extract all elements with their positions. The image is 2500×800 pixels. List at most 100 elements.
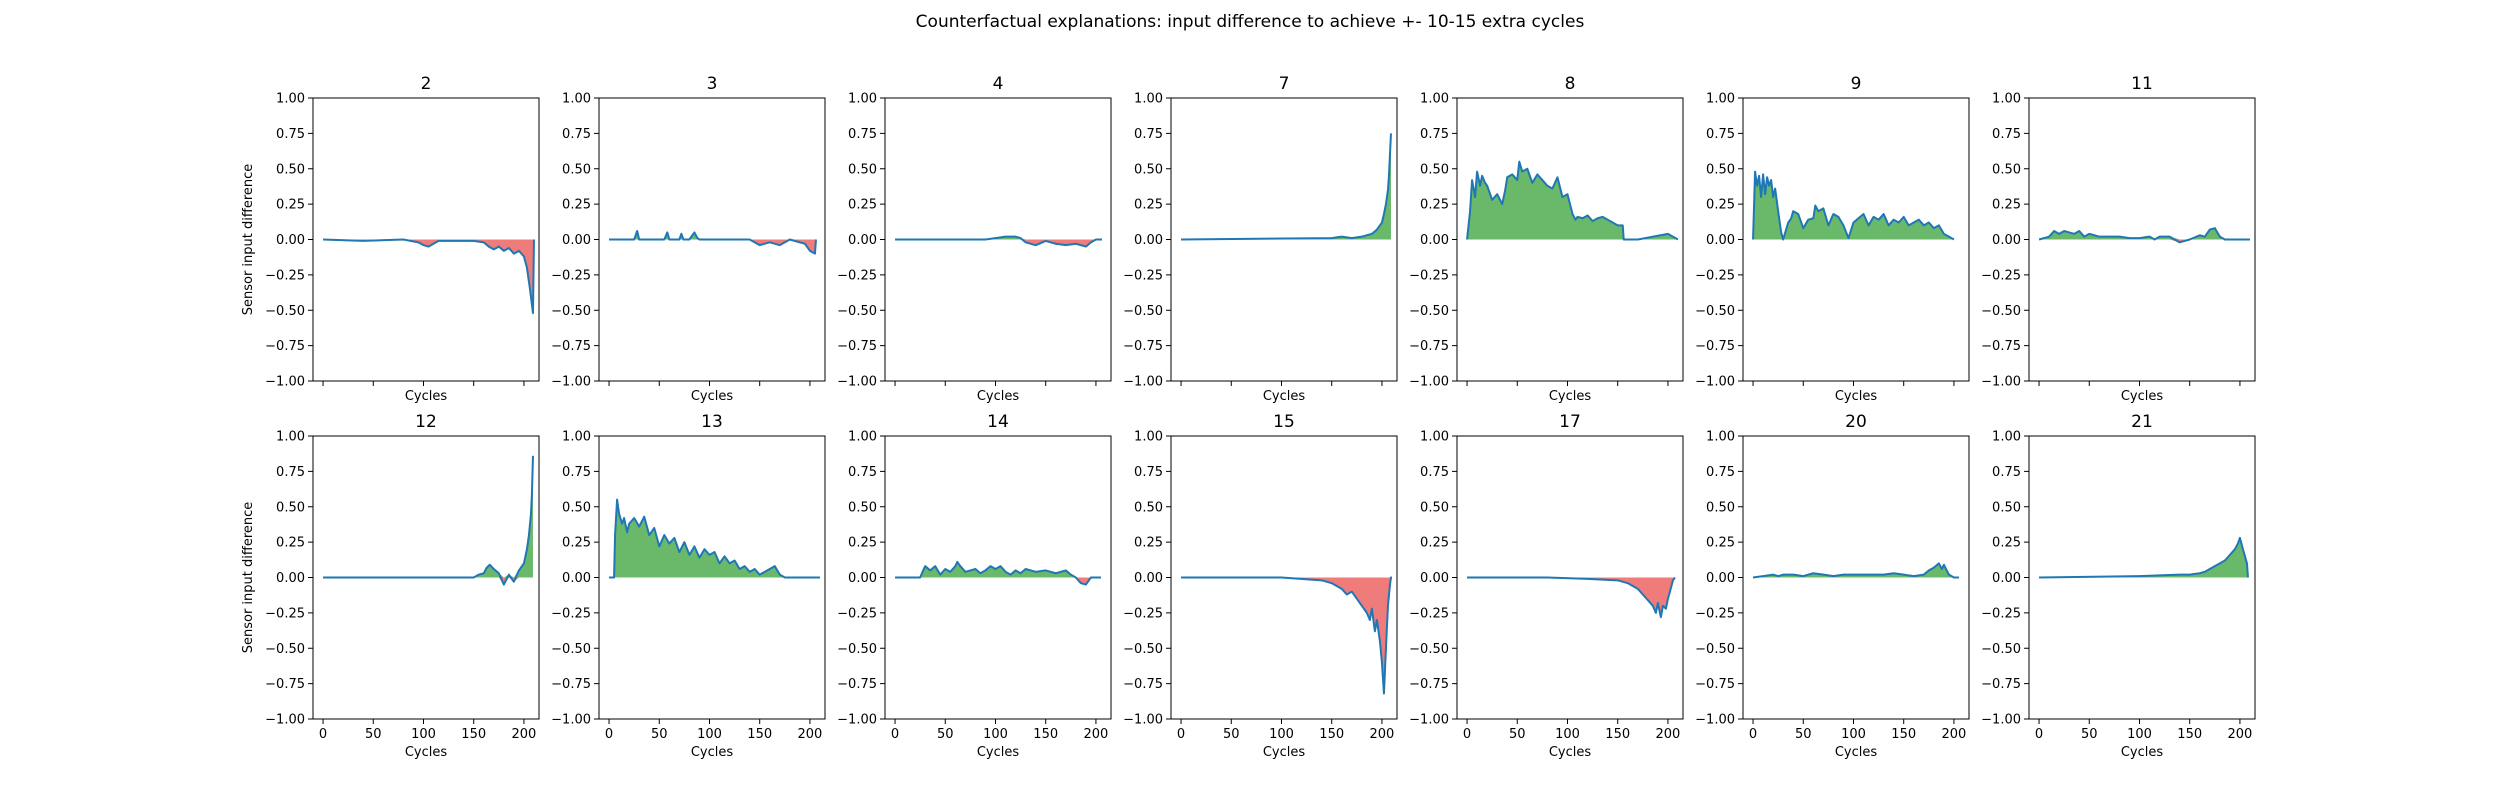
x-axis-label: Cycles [977, 745, 1020, 760]
x-tick-label: 150 [1605, 727, 1630, 742]
x-tick-label: 200 [1370, 727, 1395, 742]
y-tick-label: 0.50 [1706, 500, 1735, 515]
panel-title: 17 [1559, 412, 1581, 432]
y-tick-label: 0.75 [1420, 127, 1449, 142]
y-tick-label: −0.50 [1409, 304, 1449, 319]
x-tick-label: 0 [319, 727, 327, 742]
y-tick-label: −0.75 [837, 339, 877, 354]
y-tick-label: 0.75 [848, 127, 877, 142]
y-tick-label: −1.00 [265, 375, 305, 390]
y-tick-label: 0.25 [1134, 198, 1163, 213]
y-tick-label: 1.00 [1706, 430, 1735, 445]
y-tick-label: −0.25 [1409, 606, 1449, 621]
x-tick-label: 200 [1656, 727, 1681, 742]
y-tick-label: 0.00 [1420, 233, 1449, 248]
y-tick-label: 0.00 [1992, 233, 2021, 248]
x-tick-label: 0 [1749, 727, 1757, 742]
panel-title: 7 [1279, 74, 1290, 94]
x-tick-label: 100 [411, 727, 436, 742]
panel-title: 14 [987, 412, 1009, 432]
y-tick-label: 0.00 [848, 571, 877, 586]
y-tick-label: 0.25 [848, 198, 877, 213]
panel-21: 21 −1.00 −0.75 −0.50 −0.25 0.00 0.25 0.50 0.75 1.… [1981, 412, 2256, 760]
y-tick-label: 0.25 [1706, 198, 1735, 213]
x-axis-label: Cycles [405, 389, 448, 404]
y-tick-label: −0.75 [551, 339, 591, 354]
y-tick-label: 1.00 [276, 430, 305, 445]
negative-area [323, 239, 534, 314]
x-axis-label: Cycles [691, 745, 734, 760]
panel-9: 9 −1.00 −0.75 −0.50 −0.25 0.00 0.25 0.50 0.75 1.0… [1695, 74, 1970, 404]
y-tick-label: 0.50 [848, 500, 877, 515]
y-tick-label: −1.00 [551, 713, 591, 728]
y-tick-label: 0.25 [562, 198, 591, 213]
y-tick-label: −0.75 [1409, 677, 1449, 692]
y-tick-label: 0.50 [1420, 162, 1449, 177]
y-tick-label: 0.50 [276, 162, 305, 177]
panel-7: 7 −1.00 −0.75 −0.50 −0.25 0.00 0.25 0.50 0.75 1.0… [1123, 74, 1398, 404]
x-tick-label: 100 [983, 727, 1008, 742]
y-tick-label: 1.00 [1420, 92, 1449, 107]
panel-4: 4 −1.00 −0.75 −0.50 −0.25 0.00 0.25 0.50 0.75 1.0… [837, 74, 1112, 404]
y-tick-label: −0.25 [837, 268, 877, 283]
x-axis-label: Cycles [977, 389, 1020, 404]
panel-15: 15 −1.00 −0.75 −0.50 −0.25 0.00 0.25 0.50 0.75 1.… [1123, 412, 1398, 760]
y-tick-label: 0.25 [848, 536, 877, 551]
x-axis-label: Cycles [2121, 745, 2164, 760]
series-line [609, 230, 817, 255]
series-line [1752, 170, 1955, 241]
x-tick-label: 100 [1269, 727, 1294, 742]
y-tick-label: −1.00 [1695, 713, 1735, 728]
negative-area [1181, 577, 1392, 694]
y-tick-label: 0.00 [276, 571, 305, 586]
x-tick-label: 50 [2081, 727, 2098, 742]
y-tick-label: 0.75 [1706, 465, 1735, 480]
x-tick-label: 50 [651, 727, 668, 742]
y-tick-label: −0.75 [1409, 339, 1449, 354]
series-line [1467, 576, 1676, 619]
y-tick-label: 0.75 [1134, 465, 1163, 480]
x-tick-label: 150 [747, 727, 772, 742]
y-tick-label: 0.50 [276, 500, 305, 515]
x-tick-label: 150 [1891, 727, 1916, 742]
panel-title: 4 [993, 74, 1004, 94]
y-tick-label: −0.25 [837, 606, 877, 621]
x-tick-label: 200 [798, 727, 823, 742]
y-tick-label: 1.00 [1134, 430, 1163, 445]
y-tick-label: −0.75 [1123, 339, 1163, 354]
x-axis-label: Cycles [691, 389, 734, 404]
y-tick-label: 0.75 [1992, 127, 2021, 142]
y-tick-label: 0.00 [1992, 571, 2021, 586]
x-axis-label: Cycles [1549, 389, 1592, 404]
y-tick-label: −1.00 [1123, 375, 1163, 390]
x-tick-label: 100 [1841, 727, 1866, 742]
y-tick-label: 0.00 [1134, 571, 1163, 586]
y-tick-label: −0.50 [1695, 304, 1735, 319]
x-tick-label: 0 [1463, 727, 1471, 742]
y-tick-label: −1.00 [837, 713, 877, 728]
series-line [323, 455, 534, 586]
y-tick-label: −0.25 [1695, 268, 1735, 283]
x-axis-label: Cycles [1835, 389, 1878, 404]
y-tick-label: 0.75 [1992, 465, 2021, 480]
x-tick-label: 0 [891, 727, 899, 742]
x-tick-label: 150 [1033, 727, 1058, 742]
x-axis-label: Cycles [2121, 389, 2164, 404]
y-tick-label: 0.50 [1706, 162, 1735, 177]
x-tick-label: 150 [1319, 727, 1344, 742]
y-tick-label: 1.00 [1420, 430, 1449, 445]
y-tick-label: 0.25 [562, 536, 591, 551]
y-tick-label: −0.25 [1981, 268, 2021, 283]
x-tick-label: 150 [461, 727, 486, 742]
y-tick-label: 0.75 [1706, 127, 1735, 142]
y-tick-label: −0.25 [551, 268, 591, 283]
series-line [895, 235, 1102, 248]
y-tick-label: 0.50 [1992, 162, 2021, 177]
positive-area [609, 499, 820, 578]
x-tick-label: 50 [937, 727, 954, 742]
panel-title: 13 [701, 412, 723, 432]
x-tick-label: 50 [1223, 727, 1240, 742]
y-tick-label: 0.25 [276, 536, 305, 551]
series-line [2038, 227, 2250, 244]
panel-title: 3 [707, 74, 718, 94]
